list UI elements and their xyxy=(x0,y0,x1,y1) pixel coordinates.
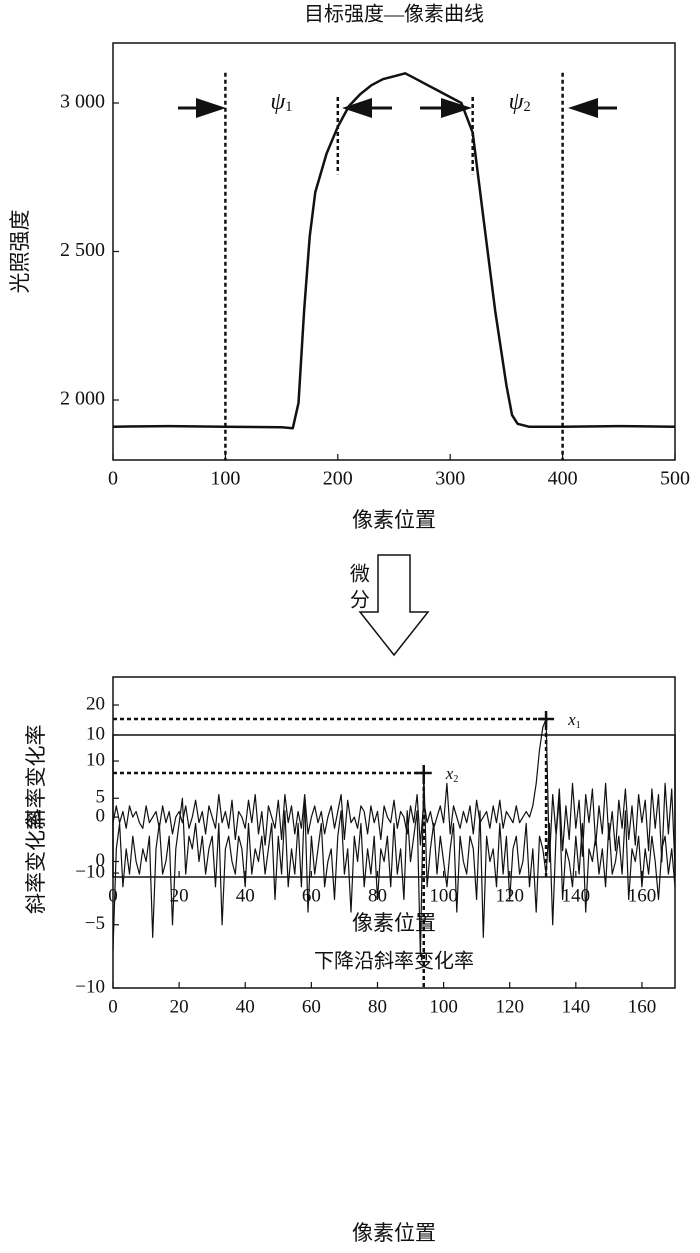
annotation: x2 xyxy=(445,764,459,785)
x-tick-label: 40 xyxy=(236,885,255,906)
x-tick-label: 300 xyxy=(435,468,465,490)
annotation-subscript: 2 xyxy=(524,99,531,115)
x-tick-label: 80 xyxy=(368,996,387,1017)
y-tick-label: −10 xyxy=(75,976,105,997)
y-tick-label: −5 xyxy=(85,913,105,934)
y-axis-label: 斜率变化率 xyxy=(24,725,48,830)
x-axis-label: 像素位置 xyxy=(352,911,436,935)
x-tick-label: 60 xyxy=(302,885,321,906)
point-cross xyxy=(538,711,555,728)
x-tick-label: 500 xyxy=(660,468,690,490)
x-tick-label: 40 xyxy=(236,996,255,1017)
x-tick-label: 140 xyxy=(562,885,591,906)
x-tick-label: 20 xyxy=(170,885,189,906)
annotation-symbol: x xyxy=(567,710,576,729)
annotation-symbol: ψ xyxy=(509,88,525,114)
data-line xyxy=(112,772,676,957)
y-tick-label: 2 500 xyxy=(60,239,105,261)
y-tick-label: 0 xyxy=(96,850,106,871)
y-axis-label: 光照强度 xyxy=(8,210,32,294)
x-tick-label: 120 xyxy=(495,996,524,1017)
y-tick-label: 10 xyxy=(86,749,105,770)
x-tick-label: 60 xyxy=(302,996,321,1017)
annotation-symbol: ψ xyxy=(270,88,286,114)
diff-arrow xyxy=(358,554,430,657)
y-tick-label: 20 xyxy=(86,693,105,714)
annotation: x1 xyxy=(567,710,581,731)
annotation-subscript: 1 xyxy=(576,720,581,731)
x-tick-label: 160 xyxy=(628,885,657,906)
x-tick-label: 0 xyxy=(108,996,118,1017)
annotation-subscript: 2 xyxy=(453,774,458,785)
data-line xyxy=(112,72,676,430)
y-axis-label: 斜率变化率 xyxy=(24,809,48,914)
x-axis-label: 像素位置 xyxy=(352,508,436,532)
x-tick-label: 160 xyxy=(628,996,657,1017)
x-tick-label: 100 xyxy=(210,468,240,490)
annotation: ψ1 xyxy=(270,88,292,115)
y-tick-label: 0 xyxy=(96,805,106,826)
arrows xyxy=(178,98,617,118)
x-tick-label: 0 xyxy=(108,468,118,490)
annotation-subscript: 1 xyxy=(285,99,292,115)
annotation-symbol: x xyxy=(445,764,454,783)
x-tick-label: 140 xyxy=(562,996,591,1017)
chart-title: 目标强度—像素曲线 xyxy=(304,3,484,26)
y-tick-label: 3 000 xyxy=(60,91,105,113)
arrow-label: 微分 xyxy=(346,563,369,615)
chart-title: 下降沿斜率变化率 xyxy=(314,950,474,973)
y-tick-label: 10 xyxy=(86,723,105,744)
x-tick-label: 400 xyxy=(548,468,578,490)
y-tick-label: 5 xyxy=(96,787,106,808)
x-tick-label: 100 xyxy=(429,996,458,1017)
x-tick-label: 200 xyxy=(323,468,353,490)
y-tick-label: 2 000 xyxy=(60,388,105,410)
annotation: ψ2 xyxy=(509,88,531,115)
x-axis-label: 像素位置 xyxy=(352,1221,436,1245)
x-tick-label: 100 xyxy=(429,885,458,906)
y-tick-label: −10 xyxy=(75,861,105,882)
point-cross xyxy=(415,764,432,781)
x-tick-label: 20 xyxy=(170,996,189,1017)
